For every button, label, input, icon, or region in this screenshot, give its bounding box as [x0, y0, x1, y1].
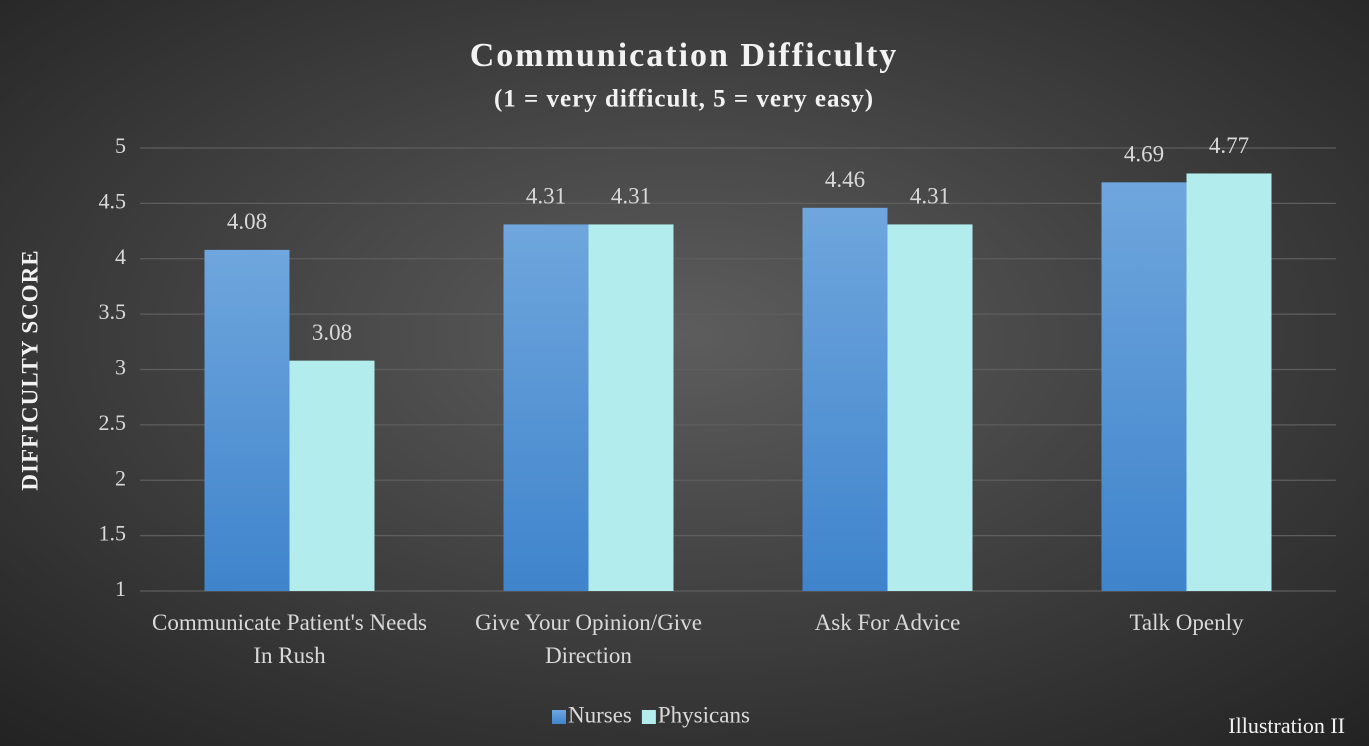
- y-tick-label: 4: [115, 244, 126, 269]
- x-tick-label: Communicate Patient's Needs In Rush: [152, 610, 427, 668]
- bar: [887, 224, 973, 592]
- x-tick-line: Ask For Advice: [815, 610, 961, 635]
- y-tick-label: 1.5: [99, 521, 127, 546]
- y-axis-label: DIFFICULTY SCORE: [17, 249, 42, 490]
- bar: [588, 224, 674, 592]
- y-tick-label: 2.5: [99, 410, 127, 435]
- legend-swatch: [641, 710, 656, 724]
- x-tick-line: In Rush: [253, 643, 326, 668]
- y-tick-label: 2: [115, 465, 126, 490]
- x-tick-label: Give Your Opinion/Give Direction: [475, 610, 702, 668]
- bar: [503, 224, 589, 592]
- bar: [1101, 182, 1187, 591]
- x-tick-label: Ask For Advice: [815, 610, 961, 635]
- y-tick-label: 5: [115, 133, 126, 158]
- value-label: 4.77: [1209, 133, 1249, 158]
- value-label: 4.69: [1124, 142, 1164, 167]
- chart-title: Communication Difficulty: [470, 37, 899, 74]
- x-tick-line: Give Your Opinion/Give: [475, 610, 702, 635]
- annotation: Illustration II: [1228, 713, 1345, 738]
- y-tick-label: 4.5: [99, 188, 127, 213]
- x-tick-line: Talk Openly: [1129, 610, 1244, 635]
- bar: [204, 249, 290, 591]
- value-label: 4.08: [227, 209, 267, 234]
- y-tick-label: 1: [115, 576, 126, 601]
- value-label: 3.08: [312, 320, 352, 345]
- bar: [1186, 173, 1272, 591]
- legend-label: Physicans: [658, 702, 750, 727]
- chart-subtitle: (1 = very difficult, 5 = very easy): [494, 86, 874, 113]
- y-tick-label: 3.5: [99, 299, 127, 324]
- legend-label: Nurses: [568, 702, 632, 727]
- x-tick-line: Direction: [545, 643, 632, 668]
- value-label: 4.31: [611, 184, 651, 209]
- legend-swatch: [552, 710, 566, 724]
- bar: [802, 207, 888, 591]
- x-tick-label: Talk Openly: [1129, 610, 1244, 635]
- value-label: 4.31: [526, 184, 566, 209]
- y-tick-label: 3: [115, 355, 126, 380]
- x-tick-line: Communicate Patient's Needs: [152, 610, 427, 635]
- bar: [289, 360, 375, 591]
- value-label: 4.46: [825, 167, 865, 192]
- value-label: 4.31: [910, 184, 950, 209]
